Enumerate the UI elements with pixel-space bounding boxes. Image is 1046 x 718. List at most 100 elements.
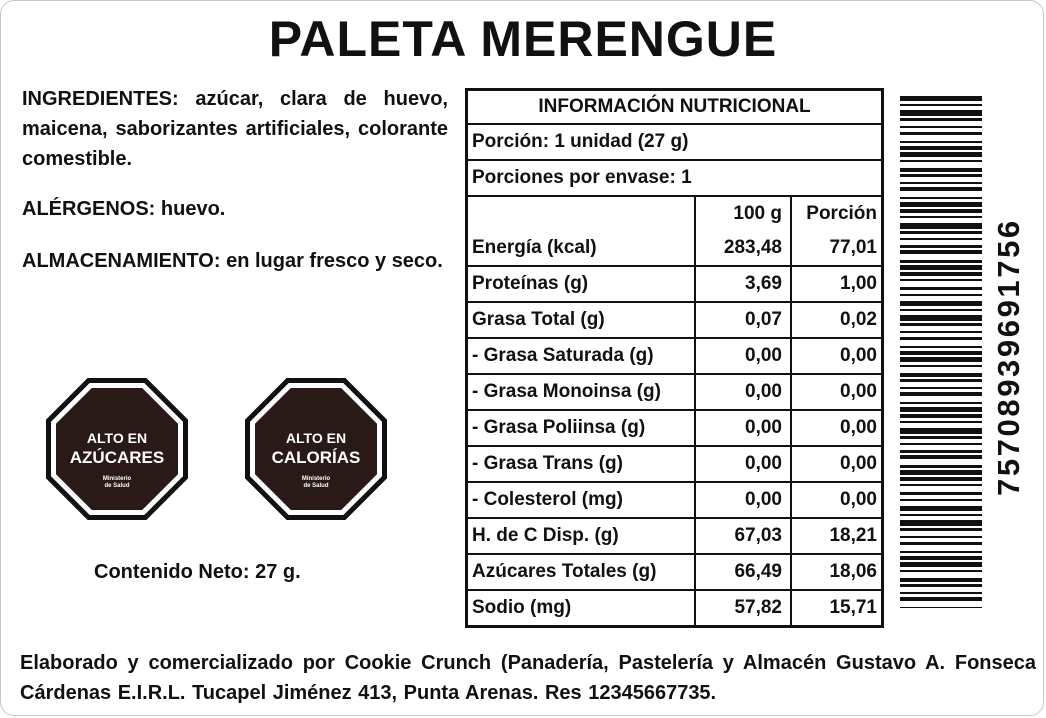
nutrient-name: Proteínas (g) bbox=[468, 267, 696, 301]
nutrition-row: Sodio (mg) 57,82 15,71 bbox=[468, 589, 881, 625]
nutrient-per-100g: 0,07 bbox=[696, 303, 792, 337]
barcode-digits: 7570893969175​6 bbox=[991, 218, 1026, 496]
seal-high-sugar: ALTO EN AZÚCARES Ministerio de Salud bbox=[46, 378, 188, 520]
barcode-bar bbox=[900, 392, 982, 396]
nutrient-per-100g: 0,00 bbox=[696, 375, 792, 409]
barcode-bar bbox=[900, 265, 982, 270]
barcode-bar bbox=[900, 551, 982, 553]
barcode-bar bbox=[900, 238, 982, 240]
barcode-bar bbox=[900, 96, 982, 101]
header-portion: Porción bbox=[806, 203, 877, 224]
product-title: PALETA MERENGUE bbox=[268, 11, 778, 67]
barcode-bar bbox=[900, 279, 982, 281]
barcode-bar bbox=[900, 315, 982, 321]
nutrient-per-portion: 1,00 bbox=[840, 273, 877, 294]
nutrition-row: Grasa Total (g) 0,07 0,02 bbox=[468, 301, 881, 337]
nutrient-per-portion: 0,00 bbox=[840, 417, 877, 438]
nutrient-name: - Grasa Poliinsa (g) bbox=[468, 411, 696, 445]
nutrient-per-100g: 283,48 bbox=[696, 231, 792, 265]
nutrient-name: - Grasa Saturada (g) bbox=[468, 339, 696, 373]
nutrition-row: - Grasa Monoinsa (g) 0,00 0,00 bbox=[468, 373, 881, 409]
nutrient-per-100g: 0,00 bbox=[696, 411, 792, 445]
seal-ministry-line1: Ministerio bbox=[301, 476, 331, 482]
barcode-bar bbox=[900, 260, 982, 263]
barcode-bar bbox=[900, 402, 982, 404]
barcode-bar bbox=[900, 331, 982, 333]
nutrition-title: INFORMACIÓN NUTRICIONAL bbox=[538, 96, 811, 117]
header-100g: 100 g bbox=[696, 197, 792, 231]
nutrient-per-portion: 15,71 bbox=[829, 597, 877, 618]
barcode-bar bbox=[900, 174, 982, 177]
nutrition-row: - Grasa Trans (g) 0,00 0,00 bbox=[468, 445, 881, 481]
barcode-bar bbox=[900, 528, 982, 531]
manufacturer-footer: Elaborado y comercializado por Cookie Cr… bbox=[20, 652, 1036, 704]
seal-line1: ALTO EN bbox=[86, 430, 148, 446]
storage: ALMACENAMIENTO: en lugar fresco y seco. bbox=[22, 246, 448, 276]
nutrient-per-100g: 57,82 bbox=[696, 591, 792, 625]
serving-size: Porción: 1 unidad (27 g) bbox=[468, 123, 881, 159]
seal-line1: ALTO EN bbox=[285, 430, 347, 446]
nutrient-per-100g: 0,00 bbox=[696, 447, 792, 481]
product-info: INGREDIENTES: azúcar, clara de huevo, ma… bbox=[22, 84, 448, 296]
nutrient-name: - Grasa Monoinsa (g) bbox=[468, 375, 696, 409]
seal-ministry-line2: de Salud bbox=[303, 483, 329, 489]
barcode-bar bbox=[900, 287, 982, 290]
nutrition-rows: Energía (kcal) 283,48 77,01 Proteínas (g) 3,… bbox=[468, 231, 881, 625]
barcode-bar bbox=[900, 607, 982, 608]
barcode-bar bbox=[900, 592, 982, 594]
barcode-bar bbox=[900, 584, 982, 587]
header-empty-cell bbox=[468, 197, 696, 231]
barcode-bar bbox=[900, 223, 982, 229]
ingredients: INGREDIENTES: azúcar, clara de huevo, ma… bbox=[22, 84, 448, 174]
barcode-bar bbox=[900, 556, 982, 560]
barcode-bar bbox=[900, 465, 982, 468]
storage-text: en lugar fresco y seco. bbox=[220, 250, 443, 272]
barcode-bar bbox=[900, 357, 982, 362]
barcode-bar bbox=[900, 126, 982, 128]
barcode-bar bbox=[900, 160, 982, 162]
barcode-bar bbox=[900, 365, 982, 367]
barcode-bar bbox=[900, 118, 982, 121]
nutrient-name: - Grasa Trans (g) bbox=[468, 447, 696, 481]
barcode-bar bbox=[900, 570, 982, 572]
nutrient-per-portion: 0,02 bbox=[840, 309, 877, 330]
barcode-bar bbox=[900, 484, 982, 486]
barcode-bar bbox=[900, 337, 982, 340]
ingredients-text: azúcar, clara de huevo, maicena, saboriz… bbox=[22, 88, 448, 170]
nutrient-per-portion: 77,01 bbox=[829, 237, 877, 258]
allergens-text: huevo. bbox=[155, 198, 226, 220]
barcode-bar bbox=[900, 309, 982, 311]
barcode-bar bbox=[900, 387, 982, 389]
barcode-bar bbox=[900, 436, 982, 439]
barcode-bar bbox=[900, 168, 982, 172]
barcode-bar bbox=[900, 520, 982, 526]
barcode-bar bbox=[900, 152, 982, 157]
barcode-bar bbox=[900, 187, 982, 191]
barcode-bar bbox=[900, 414, 982, 418]
octagon-seal-icon bbox=[245, 378, 387, 520]
nutrition-row: Proteínas (g) 3,69 1,00 bbox=[468, 265, 881, 301]
nutrition-row: H. de C Disp. (g) 67,03 18,21 bbox=[468, 517, 881, 553]
barcode-bar bbox=[900, 202, 982, 207]
nutrition-row: - Colesterol (mg) 0,00 0,00 bbox=[468, 481, 881, 517]
nutrient-per-100g: 0,00 bbox=[696, 339, 792, 373]
allergens: ALÉRGENOS: huevo. bbox=[22, 194, 448, 224]
barcode-bar bbox=[900, 514, 982, 516]
barcode-bar bbox=[900, 132, 982, 135]
nutrient-per-portion: 0,00 bbox=[840, 345, 877, 366]
nutrition-table: INFORMACIÓN NUTRICIONAL Porción: 1 unida… bbox=[465, 88, 884, 628]
nutrition-row: Energía (kcal) 283,48 77,01 bbox=[468, 231, 881, 265]
barcode-bar bbox=[900, 492, 982, 495]
barcode-bar bbox=[900, 506, 982, 511]
seal-line2: AZÚCARES bbox=[69, 448, 165, 467]
nutrition-row: - Grasa Poliinsa (g) 0,00 0,00 bbox=[468, 409, 881, 445]
barcode-bar bbox=[900, 470, 982, 475]
barcode-bar bbox=[900, 197, 982, 199]
nutrient-per-100g: 67,03 bbox=[696, 519, 792, 553]
barcode-bar bbox=[900, 231, 982, 234]
allergens-label: ALÉRGENOS: bbox=[22, 198, 156, 220]
nutrient-name: Energía (kcal) bbox=[468, 231, 696, 265]
barcode-bar bbox=[900, 351, 982, 355]
barcode-bar bbox=[900, 323, 982, 326]
